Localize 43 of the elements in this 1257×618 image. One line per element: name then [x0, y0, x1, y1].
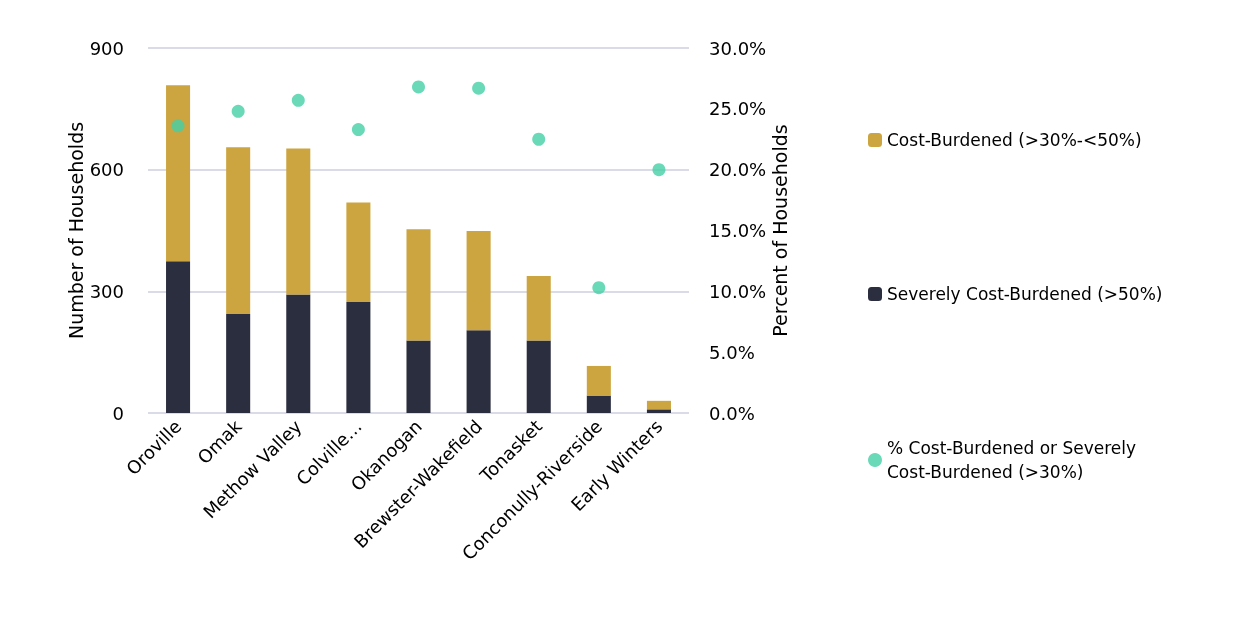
y2-tick-label: 0.0%	[709, 402, 755, 424]
bar	[586, 365, 611, 396]
bar	[406, 229, 431, 341]
point	[592, 281, 606, 295]
bar	[226, 147, 251, 315]
legend-label: Cost-Burdened (>30%-<50%)	[887, 130, 1142, 150]
bar	[526, 275, 551, 341]
bar	[586, 395, 611, 413]
point	[171, 119, 185, 133]
point	[351, 123, 365, 137]
y-tick-label: 900	[89, 37, 124, 59]
point	[652, 163, 666, 177]
bar	[406, 340, 431, 413]
y-tick-label: 0	[112, 402, 124, 424]
bar	[466, 230, 491, 331]
bar	[646, 409, 671, 413]
y2-axis-title: Percent of Households	[768, 124, 791, 337]
bar	[466, 330, 491, 413]
bar	[346, 301, 371, 413]
y2-tick-label: 15.0%	[709, 220, 767, 241]
point	[472, 81, 486, 95]
point	[231, 104, 245, 118]
point	[291, 93, 305, 107]
y2-tick-label: 20.0%	[709, 159, 767, 181]
y2-tick-label: 10.0%	[709, 280, 767, 302]
y-tick-label: 600	[89, 159, 124, 181]
point	[532, 132, 546, 146]
bar	[286, 148, 311, 295]
y2-tick-label: 30.0%	[709, 37, 767, 59]
bar	[286, 294, 311, 413]
legend-label: % Cost-Burdened or Severely Cost-Burdened (>30%)	[887, 438, 1142, 482]
y2-tick-label: 5.0%	[709, 341, 755, 363]
legend-label: Severely Cost-Burdened (>50%)	[887, 284, 1163, 304]
point	[412, 80, 425, 94]
bar	[346, 202, 371, 302]
bar	[166, 261, 191, 413]
y2-tick-label: 25.0%	[709, 98, 767, 120]
bar	[226, 314, 251, 413]
bar	[646, 400, 671, 410]
bar	[526, 340, 551, 413]
bar	[166, 85, 191, 262]
y-axis-title: Number of Households	[65, 121, 88, 340]
y-tick-label: 300	[89, 280, 124, 302]
